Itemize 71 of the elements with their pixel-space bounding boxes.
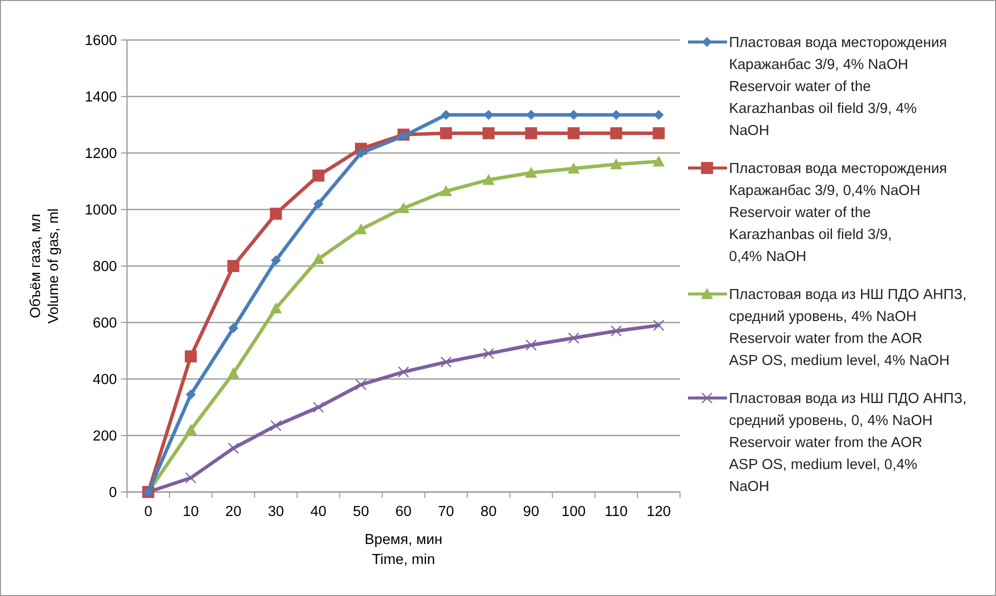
- y-tick-label: 1200: [84, 146, 117, 162]
- point: [482, 174, 495, 185]
- point: [653, 320, 664, 331]
- x-tick-label: 0: [144, 504, 152, 520]
- y-tick-label: 400: [92, 372, 117, 388]
- point: [482, 127, 495, 140]
- point: [610, 127, 622, 140]
- x-tick-label: 50: [352, 504, 370, 520]
- legend-label: Пластовая вода из НШ ПДО АНПЗ, средний уровень, 0, 4% NaOH Reservoir water from the AOR ASP OS, medium level, 0,4% NaOH: [729, 391, 967, 495]
- point: [312, 402, 324, 413]
- legend-label: Пластовая вода месторождения Каражанбас 3/9, 0,4% NaOH Reservoir water of the Karazhanbas oil field 3/9, 0,4% NaOH: [729, 161, 948, 265]
- point: [568, 162, 580, 174]
- point: [270, 208, 282, 220]
- point: [185, 472, 196, 484]
- point: [356, 148, 366, 158]
- point: [568, 332, 580, 344]
- point: [227, 367, 240, 378]
- point: [610, 158, 622, 170]
- y-tick-label: 200: [92, 428, 117, 444]
- point: [568, 110, 579, 120]
- point: [355, 379, 367, 390]
- legend-label: Пластовая вода месторождения Каражанбас 3/9, 4% NaOH Reservoir water of the Karazhanbas oil field 3/9, 4% NaOH: [729, 35, 948, 139]
- x-axis-title: Время, мин Time, min: [364, 532, 442, 568]
- point: [312, 170, 324, 182]
- point: [482, 348, 494, 360]
- x-tick-label: 100: [562, 504, 586, 520]
- x-tick-label: 80: [480, 504, 497, 520]
- point: [228, 323, 238, 334]
- x-tick-label: 10: [182, 504, 199, 520]
- x-tick-label: 60: [395, 504, 412, 520]
- point: [526, 340, 537, 351]
- point: [186, 390, 196, 400]
- y-tick-label: 1000: [84, 202, 117, 218]
- y-tick-label: 0: [108, 485, 117, 501]
- point: [525, 166, 538, 178]
- x-tick-label: 120: [646, 504, 671, 520]
- point: [654, 110, 664, 120]
- y-tick-label: 1600: [84, 33, 117, 49]
- point: [270, 302, 282, 314]
- y-tick-label: 1400: [84, 90, 117, 106]
- x-tick-label: 90: [523, 504, 540, 520]
- point: [398, 202, 410, 214]
- point: [270, 255, 281, 266]
- point: [184, 424, 197, 435]
- point: [652, 127, 665, 140]
- point: [398, 131, 408, 142]
- point: [227, 260, 240, 272]
- legend-label: Пластовая вода из НШ ПДО АНПЗ, средний уровень, 4% NaOH Reservoir water from the AOR ASP OS, medium level, 4% NaOH: [729, 287, 967, 369]
- y-axis-title: Объём газа, мл Volume of gas, ml: [28, 208, 62, 324]
- y-tick-label: 800: [92, 259, 117, 275]
- point: [312, 252, 324, 264]
- point: [313, 198, 324, 209]
- point: [440, 356, 452, 368]
- x-tick-label: 70: [438, 504, 454, 520]
- point: [525, 127, 538, 140]
- point: [228, 442, 239, 454]
- x-tick-label: 110: [604, 504, 628, 520]
- point: [611, 110, 622, 120]
- point: [398, 366, 410, 378]
- x-tick-label: 40: [310, 504, 326, 520]
- point: [440, 127, 452, 140]
- y-tick-label: 600: [92, 316, 117, 332]
- x-tick-label: 20: [225, 504, 242, 520]
- point: [184, 350, 197, 362]
- point: [568, 127, 580, 140]
- point: [652, 155, 665, 166]
- point: [270, 420, 282, 432]
- point: [526, 110, 536, 120]
- x-tick-label: 30: [268, 504, 284, 520]
- point: [610, 325, 622, 337]
- point: [440, 185, 452, 196]
